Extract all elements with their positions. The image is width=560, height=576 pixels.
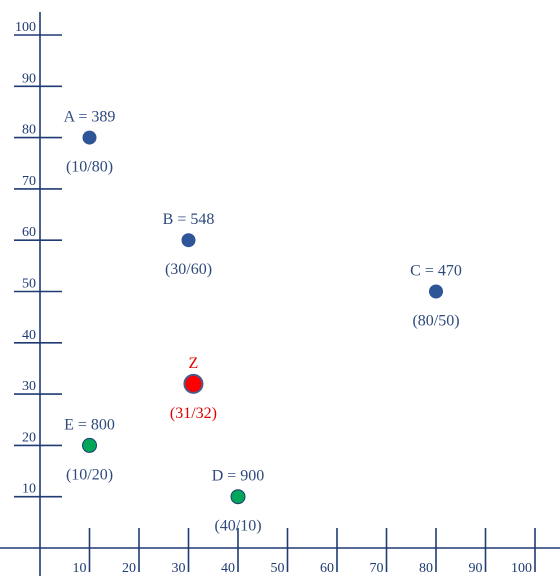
- point-coords-c: (80/50): [412, 313, 459, 330]
- point-z: [183, 373, 204, 394]
- point-label-c: C = 470: [410, 263, 462, 280]
- point-label-z: Z: [189, 355, 199, 372]
- y-tick-label: 70: [22, 174, 36, 189]
- x-tick-label: 10: [73, 561, 87, 576]
- y-tick-label: 10: [22, 482, 36, 497]
- x-tick-label: 20: [122, 561, 136, 576]
- point-coords-b: (30/60): [165, 261, 212, 278]
- x-tick-label: 60: [320, 561, 334, 576]
- y-tick-label: 100: [15, 20, 36, 35]
- data-points: A = 389 (10/80) B = 548 (30/60) C = 470 (80/5…: [64, 109, 462, 535]
- y-tick-label: 40: [22, 328, 36, 343]
- point-coords-z: (31/32): [170, 405, 217, 422]
- x-tick-label: 80: [419, 561, 433, 576]
- point-d: [230, 489, 246, 505]
- y-tick-label: 30: [22, 379, 36, 394]
- x-tick-label: 50: [271, 561, 285, 576]
- point-label-b: B = 548: [163, 211, 215, 228]
- x-tick-label: 100: [511, 561, 532, 576]
- point-label-d: D = 900: [212, 468, 265, 485]
- point-coords-e: (10/20): [66, 466, 113, 483]
- point-b: [181, 233, 196, 248]
- y-tick-label: 80: [22, 123, 36, 138]
- y-tick-label: 60: [22, 225, 36, 240]
- axes: [0, 12, 560, 576]
- point-coords-a: (10/80): [66, 159, 113, 176]
- y-tick-label: 20: [22, 430, 36, 445]
- point-label-e: E = 800: [64, 416, 115, 433]
- point-e: [82, 437, 97, 453]
- ticks: 10 20 30 40 50 60 70 80 90 100 10 20 30 40 50 60 70 80 90 1…: [14, 20, 536, 576]
- x-tick-label: 90: [469, 561, 483, 576]
- x-tick-label: 70: [370, 561, 384, 576]
- point-label-a: A = 389: [64, 109, 116, 126]
- point-coords-d: (40/10): [214, 518, 261, 535]
- y-tick-label: 90: [22, 71, 36, 86]
- y-tick-label: 50: [22, 277, 36, 292]
- point-a: [82, 130, 97, 145]
- point-c: [429, 284, 443, 299]
- x-tick-label: 30: [172, 561, 186, 576]
- x-tick-label: 40: [221, 561, 235, 576]
